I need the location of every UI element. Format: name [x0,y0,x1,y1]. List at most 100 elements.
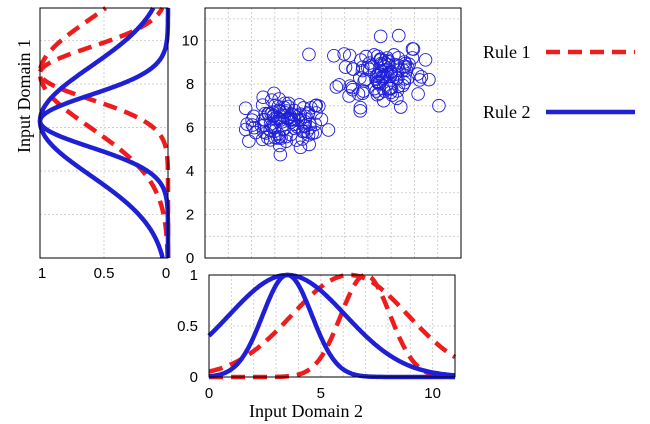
scatter-point [367,81,382,96]
scatter-point [418,53,433,67]
scatter-point [271,127,285,141]
scatter-point [377,69,391,84]
scatter-point [373,29,388,44]
scatter-y-tick-label: 0 [186,250,194,267]
scatter-point [357,74,371,88]
bottom-marginal-y-tick-label: 0.5 [177,318,198,335]
scatter-point [384,64,398,79]
scatter-point [257,125,271,139]
legend-label-rule-1: Rule 1 [483,42,531,62]
left-marginal-x-ticks: 1 0.5 0 [38,265,170,282]
scatter-point [381,53,395,68]
scatter-point [305,126,319,141]
legend-label-rule-2: Rule 2 [483,102,531,122]
bottom-marginal-ticks: 00.510 5 10 [177,267,441,402]
scatter-point [412,73,427,87]
scatter-point [302,137,316,152]
scatter-point [274,131,288,145]
scatter-point [371,74,385,89]
bottom-marginal-grid [208,274,456,378]
scatter-point [278,96,292,110]
scatter-point [411,87,425,101]
scatter-point [422,72,436,87]
scatter-point [432,98,446,113]
x-axis-label: Input Domain 2 [249,401,363,421]
bottom-marginal-x-tick-label: 10 [424,385,441,402]
scatter-point [414,70,429,84]
left-marginal-grid [39,8,169,259]
scatter-y-tick-label: 10 [182,33,199,50]
scatter-point [329,80,344,94]
scatter-point [327,49,341,63]
scatter-point [245,118,260,132]
scatter-point [268,111,282,126]
scatter-y-tick-label: 6 [186,120,194,137]
scatter-point [272,129,287,144]
scatter-frame [204,7,462,259]
scatter-point [373,53,387,67]
scatter-point [289,133,304,147]
bottom-marginal-curve-1 [207,272,457,380]
left-marginal-panel: 1 0.5 0 Input Domain 1 [14,6,171,282]
bottom-marginal-curve-2 [207,272,457,378]
scatter-point [406,42,421,56]
scatter-point [284,112,299,126]
scatter-point [397,55,412,69]
bottom-marginal-x-tick-label: 0 [205,385,213,402]
scatter-points [238,28,446,162]
scatter-point [271,131,285,145]
scatter-point [309,98,323,113]
scatter-point [337,47,351,61]
scatter-point [356,60,370,74]
bottom-marginal-frame [208,274,456,378]
scatter-point [382,81,396,96]
scatter-point [410,67,425,81]
scatter-y-tick-label: 2 [186,207,194,224]
scatter-point [343,79,357,93]
scatter-point [391,79,406,93]
scatter-point [389,71,404,86]
scatter-point [355,63,370,78]
scatter-point [240,117,254,131]
left-marginal-curve-2 [37,6,165,260]
scatter-point [264,93,279,107]
scatter-point [380,51,394,65]
bottom-marginal-y-tick-label: 1 [190,267,198,284]
scatter-point [321,123,336,137]
scatter-point [387,48,401,62]
bottom-marginal-y-tick-label: 0 [190,369,198,386]
scatter-point [362,56,377,70]
y-axis-label: Input Domain 1 [14,39,34,153]
scatter-point [374,52,388,66]
scatter-point [338,60,353,74]
scatter-point [346,62,361,76]
scatter-point [342,89,356,103]
scatter-point [309,106,323,120]
left-marginal-x-tick-label: 0 [162,265,170,282]
scatter-point [394,100,408,114]
scatter-point [248,125,263,140]
scatter-point [245,113,259,127]
scatter-y-tick-label: 4 [186,163,194,180]
scatter-point [264,106,278,121]
scatter-point [266,109,281,124]
bottom-marginal-panel: 00.510 5 10 Input Domain 2 [177,267,457,421]
scatter-point [353,100,368,115]
scatter-point [238,101,253,115]
bottom-marginal-curve-1 [207,272,457,374]
scatter-grid [204,8,462,259]
left-marginal-x-tick-label: 1 [38,265,46,282]
left-marginal-curve-1 [37,6,170,260]
scatter-point [242,134,256,148]
scatter-point [281,99,295,114]
scatter-point [272,138,287,153]
scatter-point [247,120,261,135]
scatter-point [293,140,308,155]
scatter-point [298,115,313,129]
scatter-point [405,42,420,56]
scatter-y-ticks: 0 2 4 6 8 10 [182,33,199,267]
left-marginal-x-tick-label: 0.5 [94,265,115,282]
left-marginal-frame [39,7,169,259]
scatter-point [332,78,346,92]
